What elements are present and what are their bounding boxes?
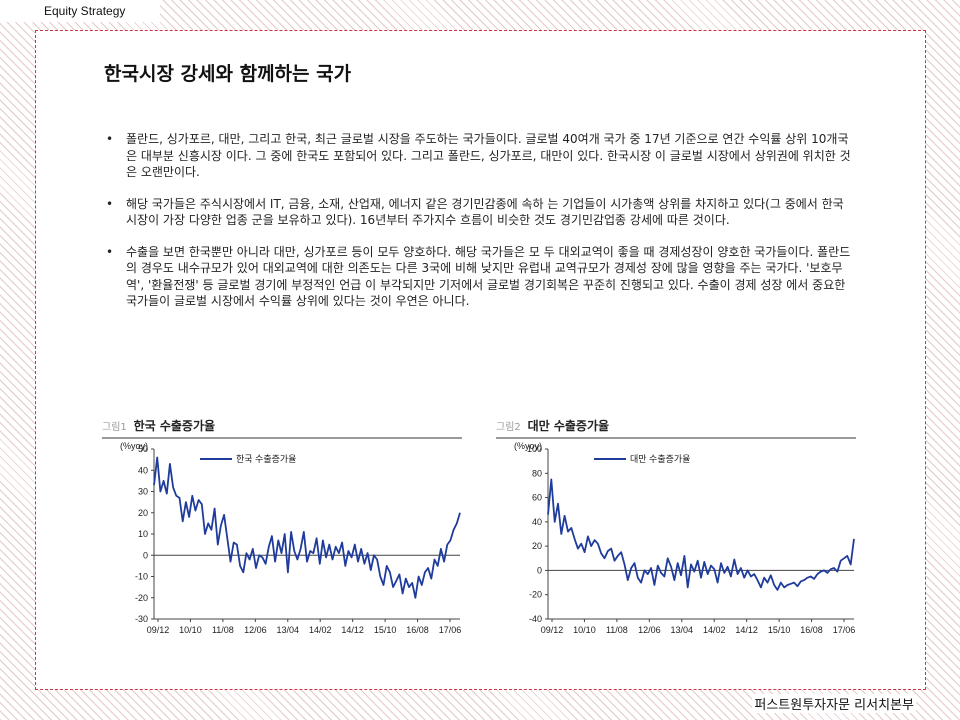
x-tick-label: 09/12 — [541, 625, 564, 635]
page-title: 한국시장 강세와 함께하는 국가 — [104, 63, 352, 85]
y-tick-label: -30 — [135, 614, 148, 624]
legend-label: 한국 수출증가율 — [236, 454, 296, 464]
y-tick-label: 40 — [138, 465, 148, 475]
footer-company: 퍼스트원투자자문 리서치본부 — [752, 694, 916, 713]
x-tick-label: 17/06 — [833, 625, 856, 635]
x-tick-label: 10/10 — [179, 625, 202, 635]
figure-title: 대만 수출증가율 — [527, 419, 610, 433]
bullet-item: 수출을 보면 한국뿐만 아니라 대만, 싱가포르 등이 모두 양호하다. 해당 … — [102, 244, 854, 310]
x-tick-label: 10/10 — [573, 625, 596, 635]
figure-header: 그림1 한국 수출증가율 — [102, 417, 462, 439]
y-tick-label: 0 — [537, 565, 542, 575]
x-tick-label: 11/08 — [212, 625, 234, 635]
y-tick-label: 80 — [532, 468, 542, 478]
x-tick-label: 17/06 — [439, 625, 462, 635]
content-panel: 한국시장 강세와 함께하는 국가 폴란드, 싱가포르, 대만, 그리고 한국, … — [35, 30, 926, 690]
figure-korea-exports: 그림1 한국 수출증가율 (%yoy) -30 -20 -10 0 10 20 30 40 50 0… — [102, 417, 462, 673]
y-tick-label: 100 — [527, 444, 542, 454]
figure-number: 그림2 — [496, 422, 521, 433]
x-tick-label: 12/06 — [638, 625, 661, 635]
y-tick-label: 50 — [138, 444, 148, 454]
y-tick-label: 20 — [138, 508, 148, 518]
y-tick-label: 30 — [138, 487, 148, 497]
y-tick-label: 10 — [138, 529, 148, 539]
figure-number: 그림1 — [102, 422, 127, 433]
y-tick-label: -20 — [529, 590, 542, 600]
y-tick-label: 60 — [532, 493, 542, 503]
bullet-item: 폴란드, 싱가포르, 대만, 그리고 한국, 최근 글로벌 시장을 주도하는 국… — [102, 131, 854, 181]
y-tick-label: 40 — [532, 517, 542, 527]
figure-taiwan-exports: 그림2 대만 수출증가율 (%yoy) -40 -20 0 20 40 60 80 100 09/… — [496, 417, 856, 673]
x-tick-label: 12/06 — [244, 625, 267, 635]
x-tick-label: 16/08 — [800, 625, 823, 635]
series-line — [153, 456, 461, 599]
x-tick-label: 14/02 — [309, 625, 332, 635]
x-tick-label: 15/10 — [374, 625, 397, 635]
figure-title: 한국 수출증가율 — [133, 419, 216, 433]
y-tick-label: -20 — [135, 593, 148, 603]
bullet-list: 폴란드, 싱가포르, 대만, 그리고 한국, 최근 글로벌 시장을 주도하는 국… — [102, 131, 854, 325]
x-tick-label: 14/12 — [735, 625, 758, 635]
y-tick-label: -40 — [529, 614, 542, 624]
y-tick-label: -10 — [135, 572, 148, 582]
y-axis-unit-label: (%yoy) — [514, 441, 542, 451]
x-tick-label: 15/10 — [768, 625, 791, 635]
y-axis-unit-label: (%yoy) — [120, 441, 148, 451]
document-header-tag: Equity Strategy — [0, 0, 160, 22]
y-tick-label: 0 — [143, 550, 148, 560]
y-tick-label: 20 — [532, 541, 542, 551]
x-tick-label: 09/12 — [147, 625, 170, 635]
bullet-item: 해당 국가들은 주식시장에서 IT, 금융, 소재, 산업재, 에너지 같은 경… — [102, 196, 854, 229]
legend-label: 대만 수출증가율 — [630, 454, 690, 464]
x-tick-label: 13/04 — [671, 625, 694, 635]
figure-header: 그림2 대만 수출증가율 — [496, 417, 856, 439]
x-tick-label: 13/04 — [277, 625, 300, 635]
korea-export-chart: (%yoy) -30 -20 -10 0 10 20 30 40 50 09/12 10/10 11/0… — [120, 441, 462, 635]
series-line — [547, 478, 855, 591]
taiwan-export-chart: (%yoy) -40 -20 0 20 40 60 80 100 09/12 10/10 11/08 1… — [514, 441, 856, 635]
x-tick-label: 14/02 — [703, 625, 726, 635]
x-tick-label: 14/12 — [341, 625, 364, 635]
x-tick-label: 16/08 — [406, 625, 429, 635]
x-tick-label: 11/08 — [606, 625, 628, 635]
